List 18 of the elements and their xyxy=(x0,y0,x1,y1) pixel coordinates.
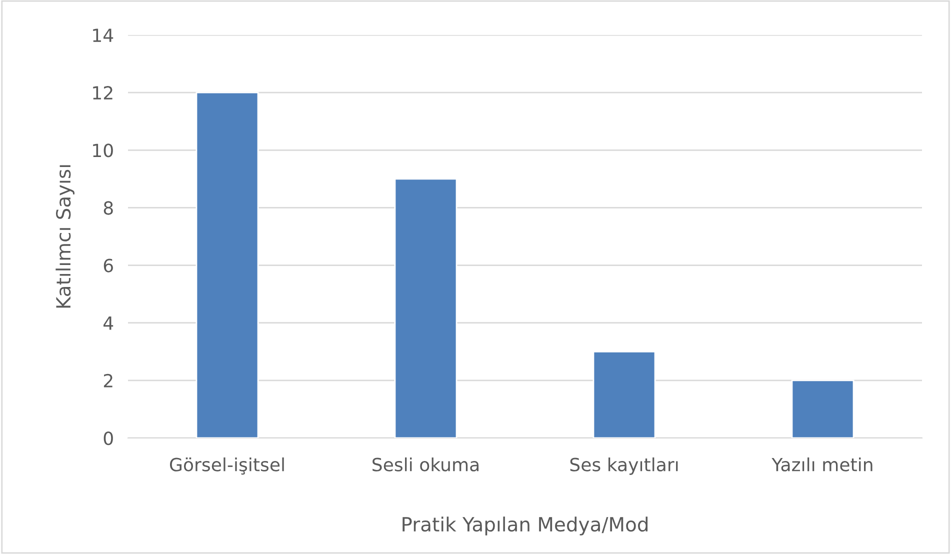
y-tick-label: 14 xyxy=(93,28,114,42)
y-tick-label: 0 xyxy=(104,431,113,446)
y-tick-label: 12 xyxy=(93,86,112,100)
bar xyxy=(394,178,458,438)
x-tick-label: Ses kayıtları xyxy=(570,457,678,475)
bar xyxy=(592,350,656,438)
y-axis-title: Katılımcı Sayısı xyxy=(56,165,74,308)
x-tick-label: Görsel-işitsel xyxy=(170,457,284,475)
y-tick-label: 10 xyxy=(93,144,113,158)
y-tick-label: 4 xyxy=(104,316,114,330)
x-axis-title: Pratik Yapılan Medya/Mod xyxy=(402,516,648,536)
y-tick-label: 8 xyxy=(104,201,113,215)
y-tick-label: 6 xyxy=(104,258,113,272)
bar xyxy=(791,380,854,438)
x-tick-label: Yazılı metin xyxy=(772,457,872,472)
y-tick-label: 2 xyxy=(104,374,112,388)
x-tick-label: Sesli okuma xyxy=(372,457,479,472)
bar xyxy=(196,92,259,438)
